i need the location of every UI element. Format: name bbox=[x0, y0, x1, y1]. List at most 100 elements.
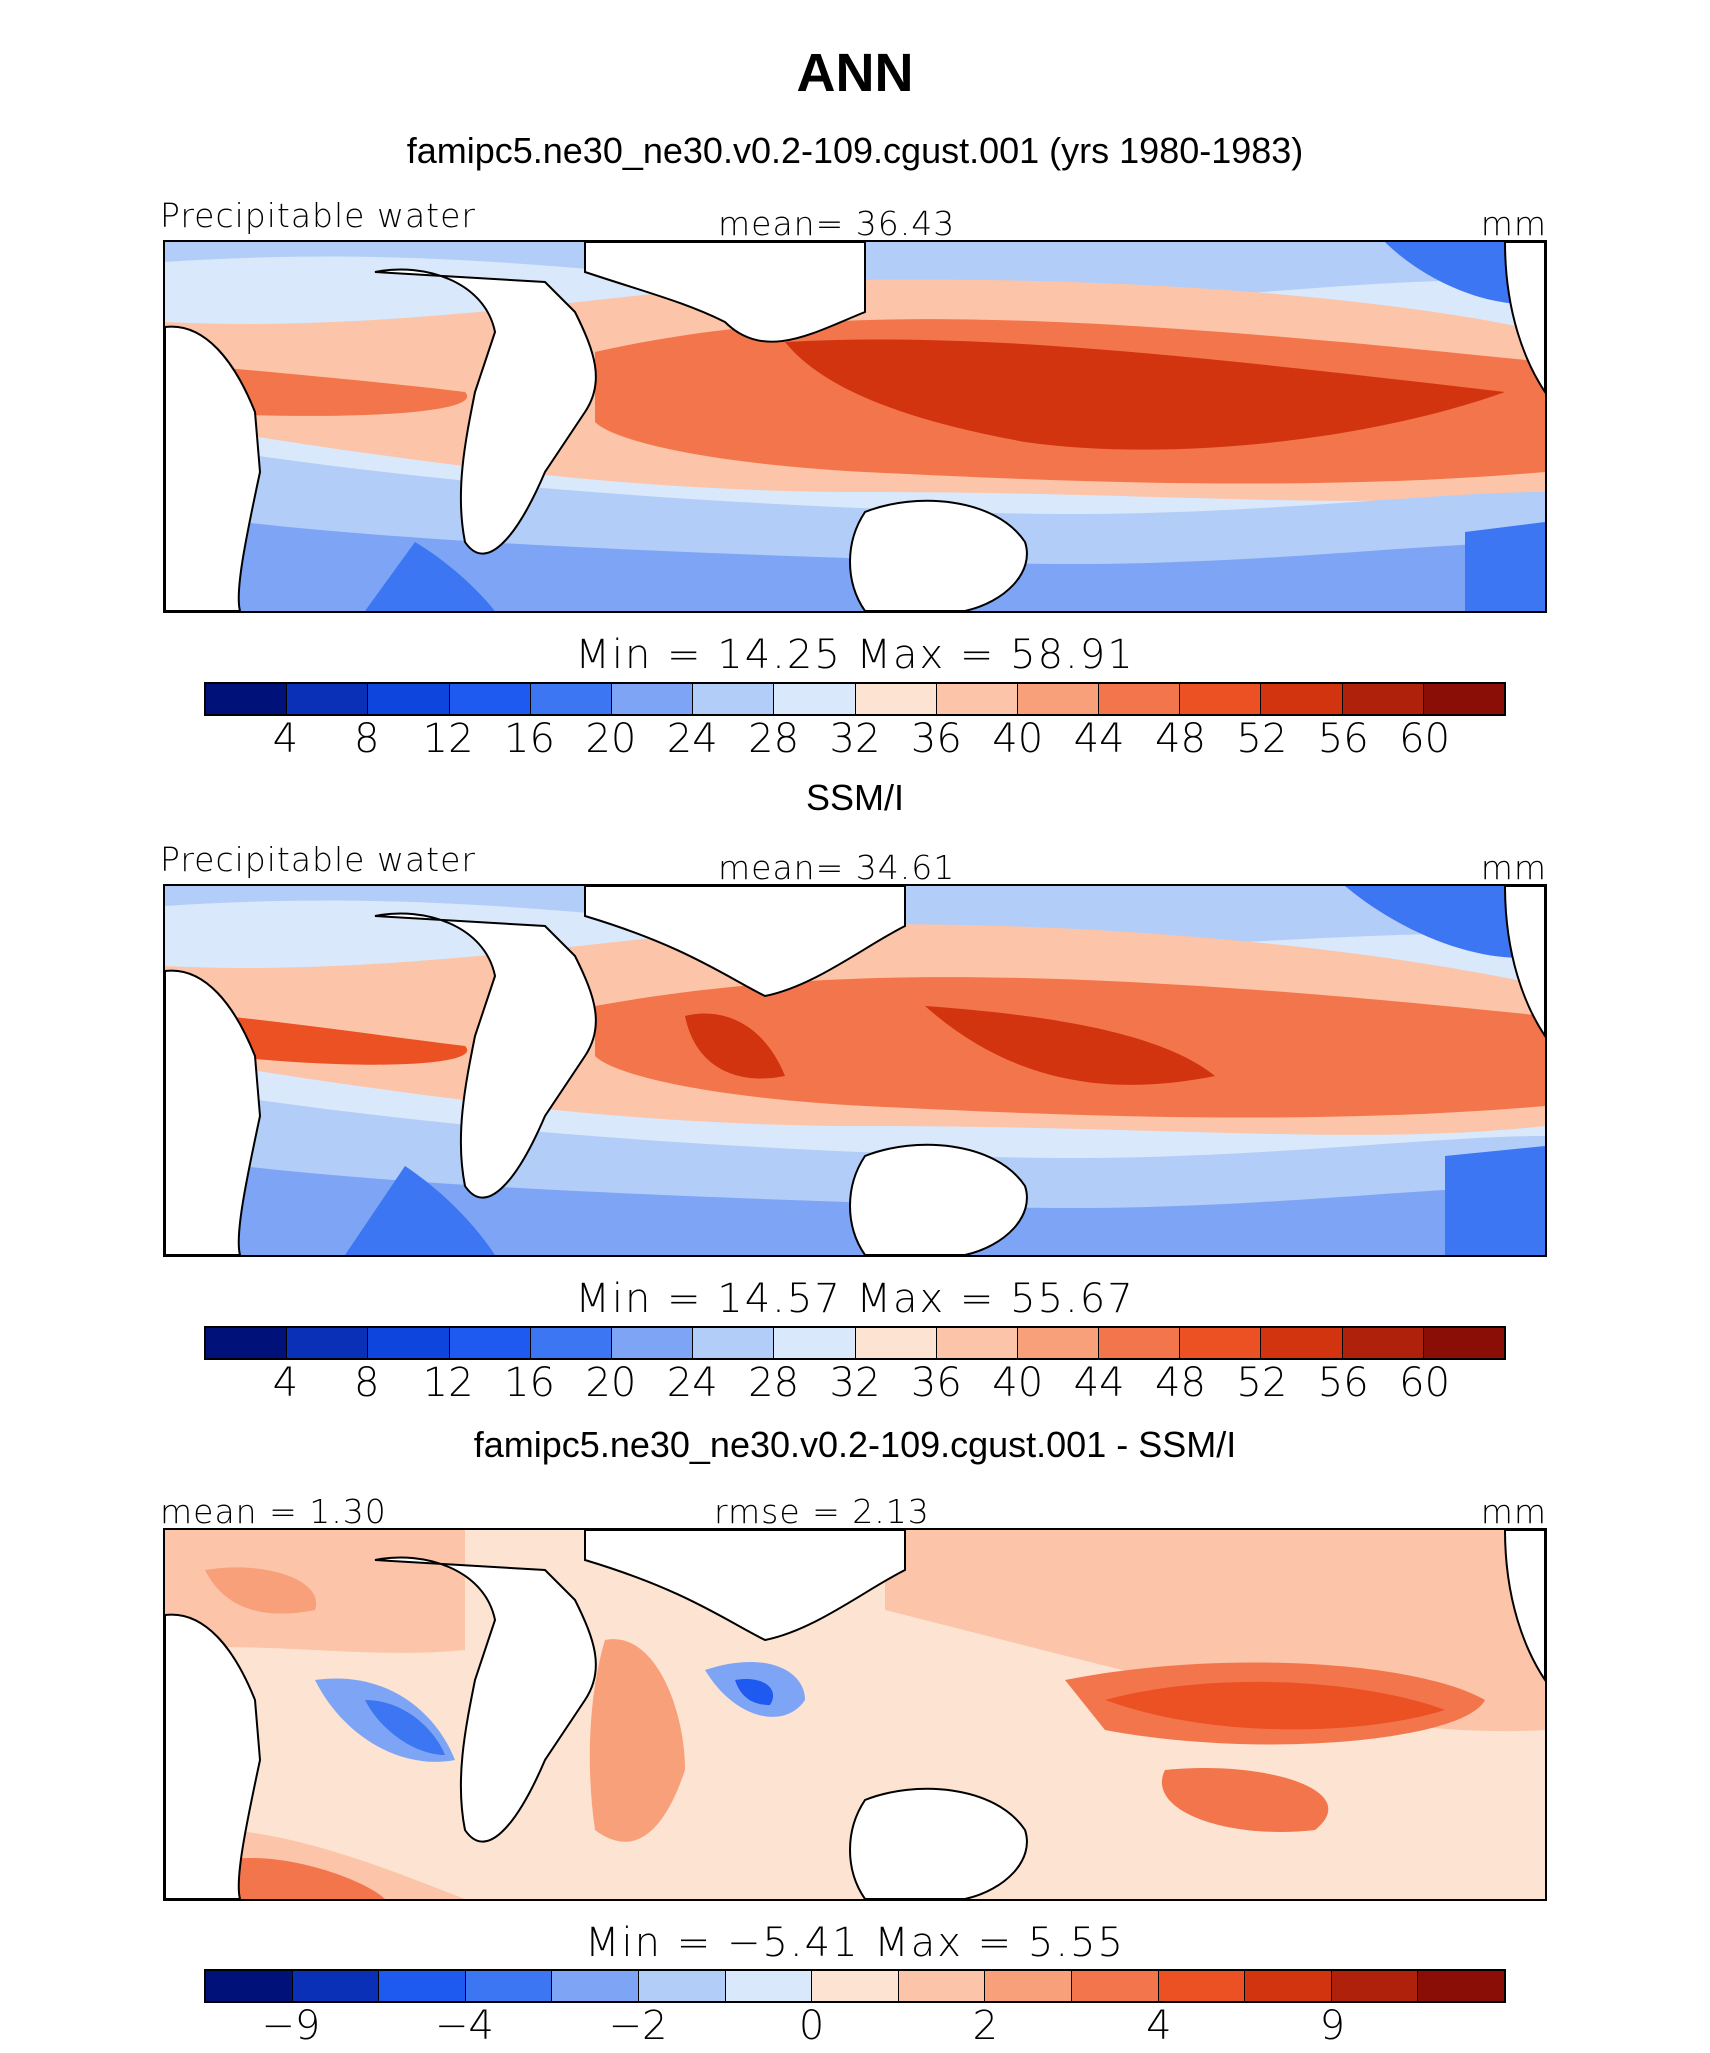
panel-3-rmse-label: rmse = 2.13 bbox=[714, 1492, 930, 1531]
colorbar-tick-label: 28 bbox=[748, 1360, 800, 1406]
colorbar-tick-label: 0 bbox=[798, 2003, 825, 2049]
colorbar-swatch bbox=[287, 1328, 369, 1358]
colorbar-swatch bbox=[611, 684, 694, 714]
colorbar-swatch bbox=[465, 1971, 553, 2001]
panel-1-units-label: mm bbox=[1480, 204, 1547, 243]
colorbar-swatch bbox=[1342, 684, 1424, 714]
panel-3-colorbar-ticks: −9 −4 −2 0 2 4 9 bbox=[204, 2003, 1506, 2053]
colorbar-swatch bbox=[774, 684, 856, 714]
colorbar-tick-label: 12 bbox=[422, 716, 474, 762]
colorbar-tick-label: 44 bbox=[1073, 716, 1125, 762]
colorbar-tick-label: 32 bbox=[829, 1360, 881, 1406]
colorbar-tick-label: 16 bbox=[504, 1360, 555, 1406]
colorbar-swatch bbox=[1158, 1971, 1246, 2001]
colorbar-tick-label: 60 bbox=[1399, 1360, 1451, 1406]
colorbar-swatch bbox=[855, 684, 937, 714]
colorbar-swatch bbox=[292, 1971, 380, 2001]
colorbar-swatch bbox=[1261, 1328, 1343, 1358]
colorbar-swatch bbox=[774, 1328, 856, 1358]
panel-3-map-svg bbox=[165, 1530, 1545, 1899]
colorbar-swatch bbox=[1331, 1971, 1419, 2001]
colorbar-tick-label: 28 bbox=[748, 716, 800, 762]
colorbar-swatch bbox=[368, 684, 450, 714]
colorbar-swatch bbox=[985, 1971, 1072, 2001]
colorbar-tick-label: 12 bbox=[422, 1360, 474, 1406]
panel-3-min-max: Min = −5.41 Max = 5.55 bbox=[585, 1920, 1125, 1966]
colorbar-tick-label: 9 bbox=[1319, 2003, 1346, 2049]
panel-3-header: mean = 1.30 rmse = 2.13 mm bbox=[0, 1484, 1710, 1531]
colorbar-swatch bbox=[693, 684, 775, 714]
colorbar-swatch bbox=[1245, 1971, 1332, 2001]
colorbar-tick-label: 40 bbox=[992, 716, 1044, 762]
colorbar-tick-label: 56 bbox=[1317, 716, 1369, 762]
colorbar-swatch bbox=[1423, 684, 1504, 714]
panel-2-min-max: Min = 14.57 Max = 55.67 bbox=[575, 1276, 1135, 1322]
colorbar-tick-label: 4 bbox=[272, 716, 299, 762]
colorbar-swatch bbox=[725, 1971, 813, 2001]
panel-2-colorbar bbox=[204, 1326, 1506, 1360]
colorbar-tick-label: 32 bbox=[829, 716, 881, 762]
colorbar-tick-label: 4 bbox=[1146, 2003, 1172, 2049]
colorbar-swatch bbox=[1180, 1328, 1262, 1358]
colorbar-tick-label: 60 bbox=[1399, 716, 1451, 762]
panel-2-map bbox=[163, 884, 1547, 1257]
colorbar-swatch bbox=[449, 1328, 531, 1358]
panel-2-variable-label: Precipitable water bbox=[160, 840, 476, 879]
colorbar-swatch bbox=[1261, 684, 1343, 714]
panel-2-header: Precipitable water mean= 34.61 mm bbox=[0, 840, 1710, 887]
colorbar-swatch bbox=[1099, 684, 1181, 714]
panel-1-colorbar bbox=[204, 682, 1506, 716]
colorbar-tick-label: 48 bbox=[1155, 1360, 1206, 1406]
colorbar-swatch bbox=[812, 1971, 899, 2001]
panel-2-mean-label: mean= 34.61 bbox=[718, 848, 956, 887]
panel-1-title: famipc5.ne30_ne30.v0.2-109.cgust.001 (yr… bbox=[406, 130, 1304, 171]
colorbar-swatch bbox=[1099, 1328, 1181, 1358]
colorbar-swatch bbox=[530, 1328, 612, 1358]
colorbar-tick-label: 36 bbox=[910, 1360, 962, 1406]
panel-3-mean-label: mean = 1.30 bbox=[160, 1492, 387, 1531]
colorbar-swatch bbox=[1071, 1971, 1159, 2001]
panel-1-min-max: Min = 14.25 Max = 58.91 bbox=[575, 632, 1135, 678]
panel-2-colorbar-ticks: 4 8 12 16 20 24 28 32 36 40 44 48 52 56 60 bbox=[204, 1360, 1506, 1410]
panel-3-title: famipc5.ne30_ne30.v0.2-109.cgust.001 - S… bbox=[473, 1424, 1237, 1465]
panel-3-colorbar bbox=[204, 1969, 1506, 2003]
colorbar-tick-label: 52 bbox=[1236, 716, 1288, 762]
colorbar-swatch bbox=[936, 1328, 1018, 1358]
figure-title: ANN bbox=[796, 43, 914, 103]
colorbar-tick-label: −9 bbox=[261, 2003, 321, 2049]
colorbar-swatch bbox=[1180, 684, 1262, 714]
colorbar-swatch bbox=[855, 1328, 937, 1358]
panel-3-units-label: mm bbox=[1480, 1492, 1547, 1531]
panel-2-units-label: mm bbox=[1480, 848, 1547, 887]
panel-1-colorbar-ticks: 4 8 12 16 20 24 28 32 36 40 44 48 52 56 60 bbox=[204, 716, 1506, 766]
colorbar-swatch bbox=[1342, 1328, 1424, 1358]
panel-2-title: SSM/I bbox=[805, 777, 904, 818]
colorbar-tick-label: 24 bbox=[666, 1360, 718, 1406]
colorbar-swatch bbox=[936, 684, 1018, 714]
colorbar-swatch bbox=[1418, 1971, 1504, 2001]
colorbar-swatch bbox=[449, 684, 531, 714]
colorbar-swatch bbox=[530, 684, 612, 714]
colorbar-swatch bbox=[206, 1328, 288, 1358]
colorbar-swatch bbox=[379, 1971, 466, 2001]
colorbar-tick-label: 2 bbox=[972, 2003, 998, 2049]
colorbar-swatch bbox=[1017, 1328, 1100, 1358]
colorbar-tick-label: 52 bbox=[1236, 1360, 1288, 1406]
colorbar-swatch bbox=[693, 1328, 775, 1358]
panel-1-map-svg bbox=[165, 242, 1545, 611]
colorbar-tick-label: −4 bbox=[434, 2003, 494, 2049]
panel-1-map bbox=[163, 240, 1547, 613]
panel-1-variable-label: Precipitable water bbox=[160, 196, 476, 235]
colorbar-swatch bbox=[287, 684, 369, 714]
colorbar-tick-label: 20 bbox=[585, 716, 637, 762]
colorbar-swatch bbox=[552, 1971, 639, 2001]
colorbar-tick-label: 24 bbox=[666, 716, 718, 762]
colorbar-swatch bbox=[206, 1971, 293, 2001]
colorbar-swatch bbox=[611, 1328, 694, 1358]
colorbar-tick-label: 20 bbox=[585, 1360, 637, 1406]
colorbar-tick-label: 8 bbox=[354, 1360, 380, 1406]
colorbar-tick-label: 36 bbox=[910, 716, 962, 762]
colorbar-tick-label: 8 bbox=[354, 716, 380, 762]
colorbar-tick-label: 48 bbox=[1155, 716, 1206, 762]
colorbar-swatch bbox=[1017, 684, 1100, 714]
